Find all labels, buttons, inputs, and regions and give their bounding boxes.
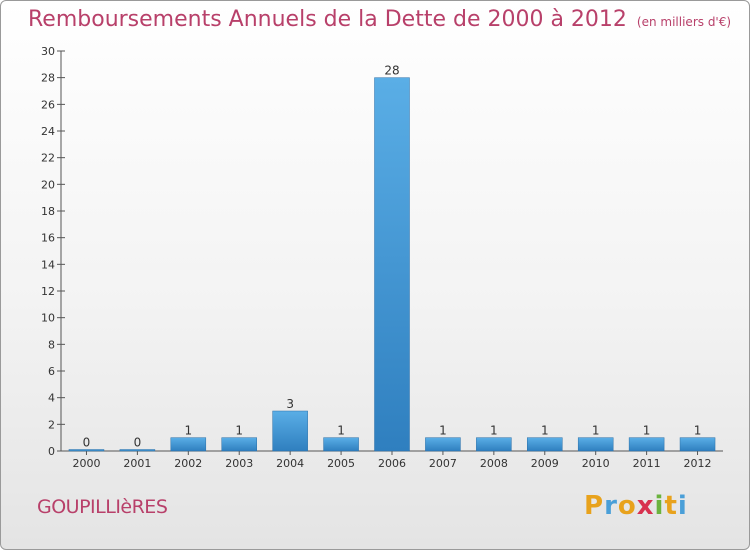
logo-letter: t [664, 491, 678, 521]
y-tick-label: 2 [48, 418, 55, 431]
bar-2011 [628, 437, 665, 452]
x-tick-label: 2001 [123, 457, 151, 470]
y-tick-label: 26 [41, 98, 55, 111]
x-tick-label: 2000 [72, 457, 100, 470]
y-tick-label: 22 [41, 152, 55, 165]
chart-title: Remboursements Annuels de la Dette de 20… [28, 7, 731, 32]
x-tick-label: 2006 [378, 457, 406, 470]
x-tick-label: 2007 [429, 457, 457, 470]
y-tick-label: 10 [41, 312, 55, 325]
bar-2003 [221, 437, 257, 452]
value-label: 1 [694, 424, 702, 438]
value-label: 1 [184, 424, 192, 438]
y-tick-label: 18 [41, 205, 55, 218]
bar-2009 [527, 437, 563, 452]
value-label: 0 [134, 436, 142, 450]
y-tick-label: 24 [41, 125, 55, 138]
value-label: 1 [235, 424, 243, 438]
labels: 2000 0 2001 0 2002 1 2003 1 2004 3 2005 1 2006 28 2007… [72, 64, 711, 470]
x-tick-label: 2010 [582, 457, 610, 470]
bar-2006 [374, 77, 410, 452]
value-label: 1 [337, 424, 345, 438]
x-tick-label: 2008 [480, 457, 508, 470]
bar-2000 [68, 449, 105, 452]
y-tick-label: 30 [41, 45, 55, 58]
y-tick-label: 8 [48, 338, 55, 351]
value-label: 1 [490, 424, 498, 438]
value-label: 1 [643, 424, 651, 438]
proxiti-logo: Proxiti [584, 491, 688, 521]
y-tick-label: 12 [41, 285, 55, 298]
y-tick-label: 16 [41, 232, 55, 245]
bar-2004 [272, 410, 308, 452]
logo-letter: r [604, 491, 618, 521]
value-label: 28 [384, 64, 399, 78]
y-tick-label: 6 [48, 365, 55, 378]
logo-letter: i [654, 491, 665, 521]
y-tick-label: 14 [41, 258, 55, 271]
commune-name: GOUPILLIèRES [37, 496, 168, 518]
logo-letter: i [677, 491, 688, 521]
value-label: 1 [439, 424, 447, 438]
y-tick-label: 28 [41, 72, 55, 85]
y-tick-label: 20 [41, 178, 55, 191]
bar-2002 [170, 437, 207, 452]
x-tick-label: 2003 [225, 457, 253, 470]
bar-2012 [679, 437, 716, 452]
x-tick-label: 2012 [684, 457, 712, 470]
logo-letter: P [584, 491, 605, 521]
value-label: 1 [592, 424, 600, 438]
x-tick-label: 2009 [531, 457, 559, 470]
bars [68, 77, 716, 452]
x-tick-label: 2002 [174, 457, 202, 470]
bar-2007 [425, 437, 461, 452]
x-tick-label: 2004 [276, 457, 304, 470]
title-text: Remboursements Annuels de la Dette de 20… [28, 7, 627, 32]
y-tick-label: 0 [48, 445, 55, 458]
bar-2001 [119, 449, 156, 452]
bar-2010 [577, 437, 614, 452]
unit-label: (en milliers d'€) [636, 15, 732, 29]
value-label: 1 [541, 424, 549, 438]
x-tick-label: 2011 [633, 457, 661, 470]
logo-letter: x [636, 491, 655, 521]
y-tick-label: 4 [48, 392, 55, 405]
bar-2008 [476, 437, 512, 452]
bar-2005 [323, 437, 359, 452]
value-label: 3 [286, 397, 294, 411]
x-tick-label: 2005 [327, 457, 355, 470]
value-label: 0 [83, 436, 91, 450]
logo-letter: o [617, 491, 637, 521]
